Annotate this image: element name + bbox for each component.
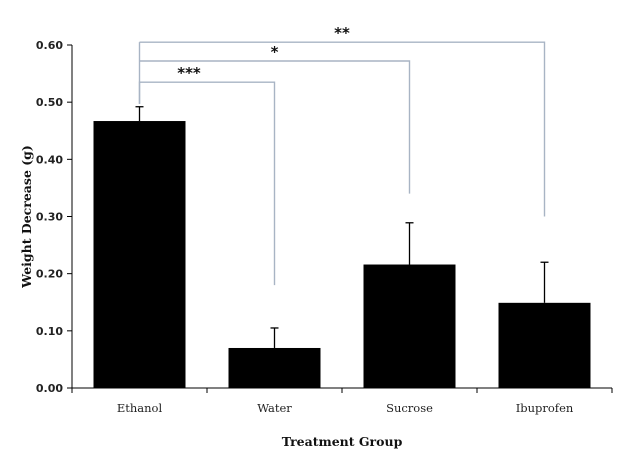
bar-ibuprofen: [498, 302, 591, 388]
significance-bracket: [139, 60, 411, 194]
significance-label: **: [334, 24, 350, 42]
significance-bracket: [139, 41, 546, 217]
error-bars: [135, 106, 549, 348]
x-axis-title: Treatment Group: [282, 434, 403, 449]
significance-label: ***: [177, 64, 201, 82]
y-tick-label: 0.30: [36, 211, 63, 224]
bars: [93, 121, 591, 388]
bar-sucrose: [363, 264, 456, 388]
bar-water: [228, 347, 321, 388]
y-axis-title: Weight Decrease (g): [19, 145, 34, 289]
significance-brackets: [138, 41, 546, 286]
bar-ethanol: [93, 121, 186, 388]
y-tick-label: 0.40: [36, 153, 63, 166]
x-tick-label: Water: [257, 401, 292, 415]
y-tick-label: 0.50: [36, 96, 63, 109]
y-tick-label: 0.00: [36, 382, 63, 395]
y-tick-label: 0.20: [36, 268, 63, 281]
x-tick-label: Sucrose: [386, 401, 433, 415]
y-tick-label: 0.60: [36, 39, 63, 52]
y-tick-label: 0.10: [36, 325, 63, 338]
x-tick-label: Ibuprofen: [516, 401, 574, 415]
x-tick-label: Ethanol: [117, 401, 163, 415]
labels: 0.00 0.10 0.20 0.30 0.40 0.50 0.60 Ethanol Water…: [19, 24, 574, 449]
significance-label: *: [271, 43, 279, 61]
axes: [67, 44, 613, 393]
